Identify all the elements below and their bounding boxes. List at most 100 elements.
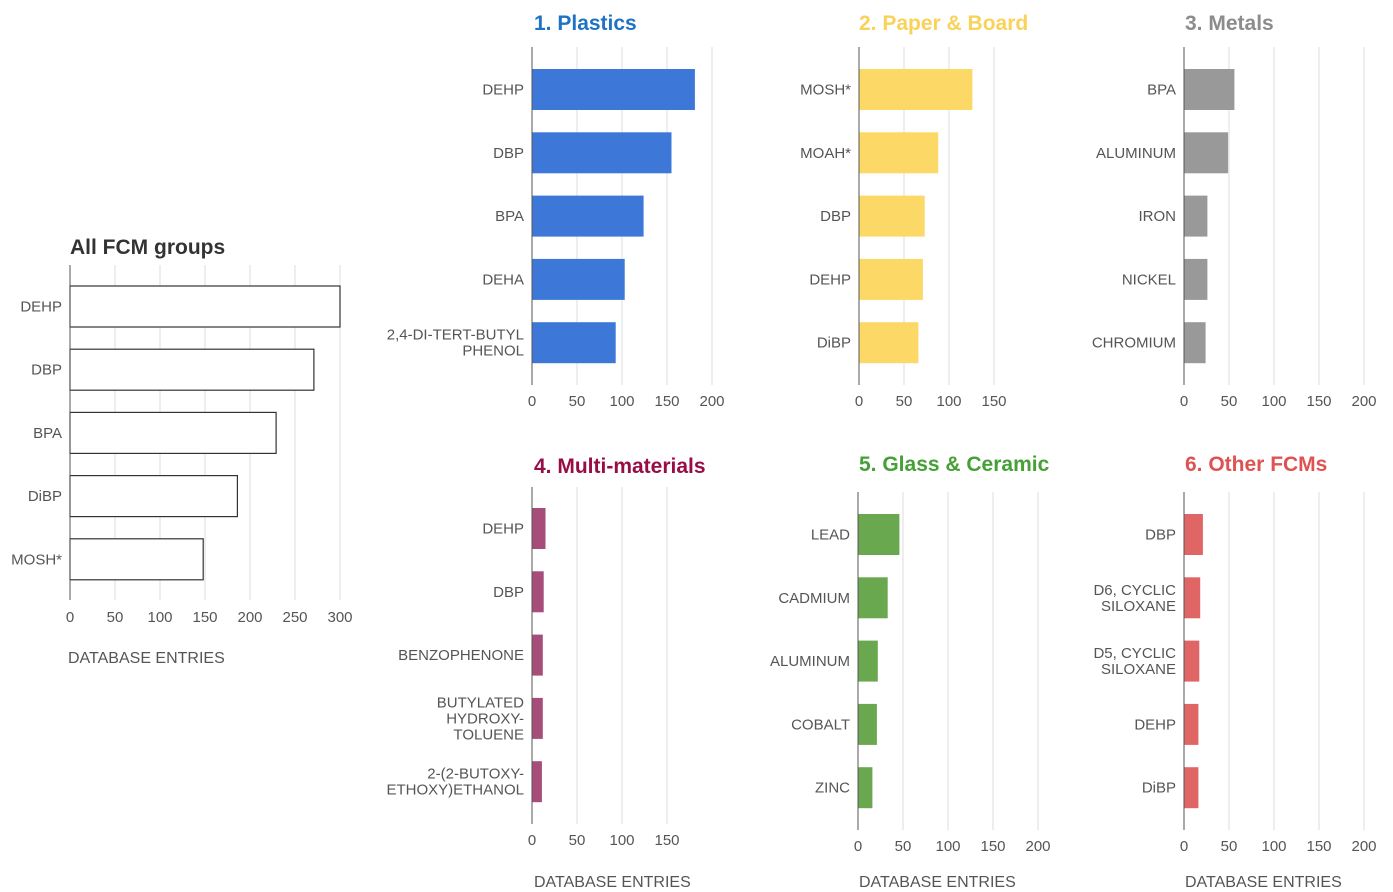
category-label: DEHP	[482, 82, 524, 99]
bar	[858, 640, 878, 682]
tick-label: 0	[855, 393, 863, 410]
tick-label: 200	[699, 393, 724, 410]
category-label-line: HYDROXY-	[446, 710, 524, 727]
category-label: BPA	[495, 208, 524, 225]
category-label: BUTYLATED HYDROXY-TOLUENE	[437, 694, 524, 743]
category-label-line: 2-(2-BUTOXY-	[427, 766, 524, 783]
category-label-line: BPA	[495, 208, 524, 225]
tick-label: 100	[1261, 393, 1286, 410]
category-label-line: DEHP	[482, 521, 524, 538]
category-label: DEHP	[482, 521, 524, 538]
chart-title: 5. Glass & Ceramic	[859, 453, 1050, 476]
category-label-line: DEHP	[482, 82, 524, 99]
bar	[1184, 577, 1201, 619]
bar	[532, 634, 543, 676]
category-label: ALUMINUM	[1096, 145, 1176, 162]
category-label: LEAD	[811, 527, 850, 544]
category-label: D6, CYCLIC SILOXANE	[1093, 582, 1176, 615]
category-label-line: CHROMIUM	[1092, 335, 1176, 352]
x-axis-label: DATABASE ENTRIES	[859, 874, 1016, 891]
category-label: DiBP	[28, 488, 62, 505]
category-label-line: DiBP	[28, 488, 62, 505]
category-label: DEHP	[20, 299, 62, 316]
chart-title: 2. Paper & Board	[859, 12, 1028, 35]
tick-label: 0	[528, 832, 536, 849]
tick-label: 50	[107, 609, 124, 626]
bar	[1184, 258, 1208, 300]
tick-label: 150	[980, 838, 1005, 855]
category-label-line: DiBP	[1142, 780, 1176, 797]
bar	[1184, 322, 1206, 364]
chart-panel-3: 2. Paper & Board MOSH* MOAH* DBP DEHP DiBP 0 50…	[800, 12, 1028, 410]
category-label: MOAH*	[800, 145, 851, 162]
bar	[532, 195, 644, 237]
bar	[859, 195, 925, 237]
category-label-line: CADMIUM	[778, 590, 850, 607]
category-label: D5, CYCLIC SILOXANE	[1093, 645, 1176, 678]
category-label-line: DEHP	[20, 299, 62, 316]
x-axis-label: DATABASE ENTRIES	[534, 874, 691, 891]
category-label-line: MOAH*	[800, 145, 851, 162]
category-label-line: LEAD	[811, 527, 850, 544]
category-label-line: IRON	[1139, 208, 1177, 225]
category-label-line: SILOXANE	[1101, 598, 1176, 615]
category-label-line: BENZOPHENONE	[398, 647, 524, 664]
bar	[1184, 703, 1199, 745]
category-label: 2-(2-BUTOXY-ETHOXY)ETHANOL	[386, 766, 524, 799]
category-label-line: MOSH*	[11, 551, 62, 568]
tick-label: 50	[569, 832, 586, 849]
category-label: IRON	[1139, 208, 1177, 225]
chart-title: All FCM groups	[70, 236, 225, 259]
tick-label: 0	[1180, 393, 1188, 410]
category-label-line: DiBP	[817, 335, 851, 352]
category-label: BPA	[1147, 82, 1176, 99]
category-label-line: ALUMINUM	[770, 653, 850, 670]
category-label-line: DEHP	[1134, 716, 1176, 733]
chart-panel-6: 5. Glass & Ceramic LEAD CADMIUM ALUMINUM COB…	[770, 453, 1051, 891]
category-label: BENZOPHENONE	[398, 647, 524, 664]
tick-label: 0	[854, 838, 862, 855]
category-label-line: MOSH*	[800, 82, 851, 99]
category-label-line: BPA	[1147, 82, 1176, 99]
tick-label: 200	[1351, 393, 1376, 410]
tick-label: 150	[1306, 393, 1331, 410]
bar	[1184, 767, 1199, 809]
tick-label: 0	[66, 609, 74, 626]
tick-label: 150	[654, 832, 679, 849]
bar	[69, 411, 277, 454]
category-label-line: DBP	[31, 362, 62, 379]
bar	[69, 348, 315, 391]
x-axis-label: DATABASE ENTRIES	[1185, 874, 1342, 891]
category-label: MOSH*	[11, 551, 62, 568]
category-label-line: DEHA	[482, 271, 524, 288]
tick-label: 100	[147, 609, 172, 626]
tick-label: 150	[192, 609, 217, 626]
tick-label: 0	[1180, 838, 1188, 855]
category-label: 2,4-DI-TERT-BUTYL PHENOL	[387, 327, 524, 360]
tick-label: 0	[528, 393, 536, 410]
bar	[858, 577, 888, 619]
category-label-line: DBP	[493, 584, 524, 601]
bar	[1184, 195, 1208, 237]
tick-label: 50	[896, 393, 913, 410]
category-label-line: BUTYLATED	[437, 694, 524, 711]
bar	[1184, 514, 1203, 555]
category-label-line: DBP	[820, 208, 851, 225]
x-axis-label: DATABASE ENTRIES	[68, 650, 225, 667]
category-label-line: PHENOL	[462, 343, 524, 360]
category-label-line: D5, CYCLIC	[1093, 645, 1176, 662]
bar	[1184, 132, 1229, 174]
bar	[532, 571, 544, 613]
category-label-line: ALUMINUM	[1096, 145, 1176, 162]
category-label: DEHP	[809, 271, 851, 288]
category-label: DBP	[31, 362, 62, 379]
category-label-line: TOLUENE	[453, 726, 524, 743]
chart-panel-2: 1. Plastics DEHP DBP BPA DEHA 2,4-DI-TERT-BUT…	[387, 12, 725, 410]
bar	[859, 322, 919, 364]
bar	[1184, 640, 1200, 682]
category-label: MOSH*	[800, 82, 851, 99]
tick-label: 200	[1025, 838, 1050, 855]
category-label-line: ETHOXY)ETHANOL	[386, 782, 524, 799]
chart-panel-5: 4. Multi-materials DEHP DBP BENZOPHENONE BUT…	[386, 455, 705, 891]
